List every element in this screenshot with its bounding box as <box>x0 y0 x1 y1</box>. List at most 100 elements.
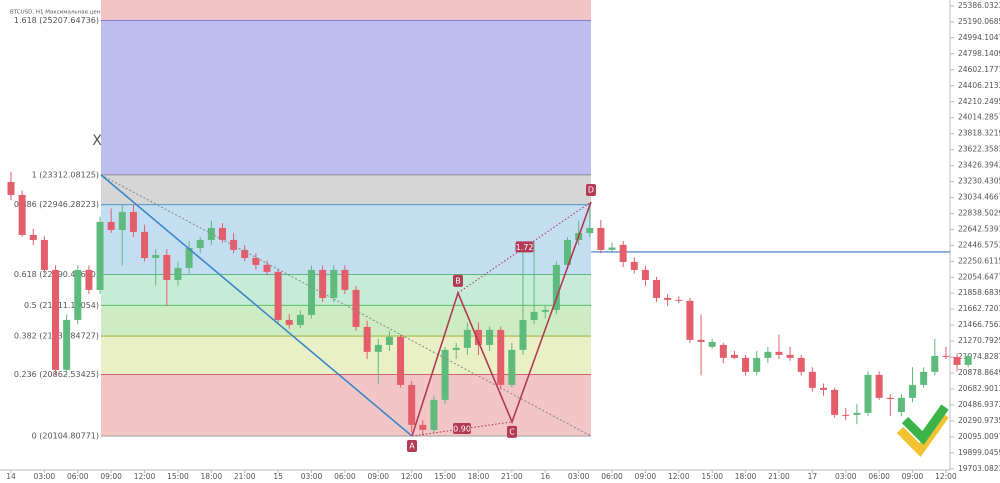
candle-body <box>842 414 850 416</box>
candle-body <box>764 351 772 358</box>
y-tick-label: 22446.57530 <box>958 240 1000 249</box>
candle-body <box>831 389 839 415</box>
candle-body <box>797 357 805 372</box>
candle-body <box>308 269 316 315</box>
x-tick-label: 14 <box>6 472 16 481</box>
candle-body <box>730 354 738 358</box>
candle-body <box>819 387 827 390</box>
x-tick-label: 15:00 <box>701 472 723 481</box>
y-tick-label: 23426.39430 <box>958 161 1000 170</box>
fib-zone <box>101 204 591 275</box>
y-tick-label: 24602.17710 <box>958 65 1000 74</box>
candle-body <box>85 269 93 290</box>
fib-label: 0.5 (21711.11054) <box>24 301 99 310</box>
x-tick-label: 06:00 <box>67 472 89 481</box>
candle-body <box>641 269 649 280</box>
y-tick-label: 22642.53910 <box>958 224 1000 233</box>
point-label: C <box>509 427 515 436</box>
point-marker <box>507 425 517 438</box>
y-tick-label: 20095.00970 <box>958 432 1000 441</box>
y-tick-label: 25386.03230 <box>958 1 1000 10</box>
fib-label: 0 (20104.80771) <box>32 432 99 441</box>
x-tick-label: 03:00 <box>301 472 323 481</box>
candle-body <box>497 329 505 385</box>
x-tick-label: 03:00 <box>835 472 857 481</box>
point-marker <box>453 274 463 287</box>
candle-body <box>886 397 894 399</box>
y-tick-label: 24210.24950 <box>958 97 1000 106</box>
x-tick-label: 12:00 <box>935 472 957 481</box>
candle-body <box>129 211 137 232</box>
candle-body <box>118 211 126 230</box>
candle-body <box>697 339 705 342</box>
fib-zone <box>101 20 591 175</box>
candle-body <box>686 300 694 340</box>
candle-body <box>163 254 171 280</box>
candle-body <box>564 239 571 265</box>
candle-body <box>363 326 371 352</box>
ratio-line <box>411 421 513 437</box>
point-marker <box>407 440 417 453</box>
candle-body <box>964 355 972 365</box>
y-tick-label: 19899.04590 <box>958 448 1000 457</box>
x-tick-label: 18:00 <box>468 472 490 481</box>
candle-body <box>775 351 783 355</box>
y-tick-label: 22054.64770 <box>958 272 1000 281</box>
candle-body <box>218 227 226 240</box>
candle-body <box>719 344 727 358</box>
candle-body <box>274 271 282 320</box>
candle-body <box>7 181 15 195</box>
x-tick-label: 15:00 <box>434 472 456 481</box>
candle-body <box>463 329 471 348</box>
y-tick-label: 25190.06850 <box>958 17 1000 26</box>
x-tick-label: 09:00 <box>100 472 122 481</box>
candle-body <box>263 264 271 272</box>
candle-body <box>374 344 382 352</box>
y-tick-label: 23230.43050 <box>958 177 1000 186</box>
point-label: B <box>455 276 461 285</box>
candle-body <box>630 261 638 270</box>
candle-body <box>897 397 905 413</box>
candle-body <box>107 221 115 230</box>
candle-body <box>586 227 594 233</box>
candle-body <box>530 311 538 320</box>
candle-body <box>74 269 82 320</box>
candle-body <box>931 355 939 372</box>
candle-body <box>285 319 293 325</box>
candle-body <box>742 357 750 372</box>
fib-zone <box>101 336 591 375</box>
candle-body <box>18 194 26 235</box>
candle-body <box>296 314 304 325</box>
ratio-box <box>515 241 534 253</box>
x-tick-label: 06:00 <box>601 472 623 481</box>
x-tick-label: 21:00 <box>768 472 790 481</box>
candle-body <box>664 297 672 300</box>
y-tick-label: 24798.14090 <box>958 49 1000 58</box>
y-tick-label: 21662.72010 <box>958 304 1000 313</box>
x-tick-label: 09:00 <box>635 472 657 481</box>
candle-body <box>452 347 460 350</box>
x-tick-label: 03:00 <box>34 472 56 481</box>
x-tick-label: 12:00 <box>668 472 690 481</box>
point-label: A <box>409 442 415 451</box>
fib-zone <box>101 0 591 21</box>
candle-body <box>408 384 416 425</box>
y-tick-label: 20290.97350 <box>958 416 1000 425</box>
y-tick-label: 21466.75630 <box>958 320 1000 329</box>
candle-body <box>619 244 627 262</box>
candle-body <box>63 319 71 370</box>
candle-body <box>352 289 360 327</box>
ratio-label: 1.72 <box>516 243 534 252</box>
y-tick-label: 23034.46670 <box>958 193 1000 202</box>
abcd-legs <box>411 201 592 437</box>
candle-body <box>397 336 405 385</box>
fib-zone <box>101 174 591 205</box>
candle-body <box>230 239 238 250</box>
candle-body <box>942 355 950 357</box>
candle-body <box>241 249 249 258</box>
candle-body <box>853 412 861 415</box>
x-tick-label: 15:00 <box>167 472 189 481</box>
candle-body <box>808 371 816 388</box>
candle-body <box>40 239 48 270</box>
x-tick-label: 09:00 <box>902 472 924 481</box>
